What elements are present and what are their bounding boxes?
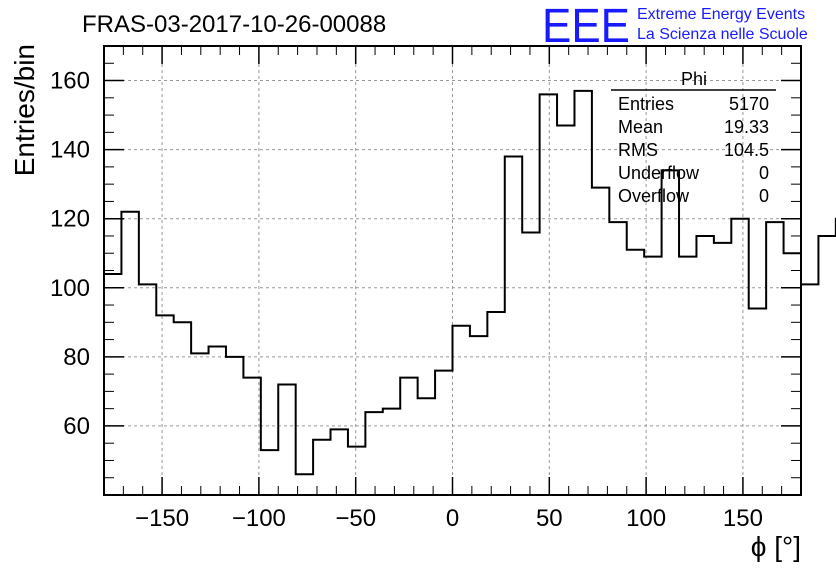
logo-line1: Extreme Energy Events bbox=[637, 6, 805, 23]
stats-box: Phi Entries 5170 Mean 19.33 RMS 104.5 Underflo… bbox=[611, 69, 776, 206]
y-axis-title: Entries/bin bbox=[9, 44, 40, 176]
logo-line2: La Scienza nelle Scuole bbox=[637, 26, 808, 43]
stats-value: 104.5 bbox=[724, 140, 769, 160]
y-tick-label: 80 bbox=[63, 344, 90, 371]
y-tick-label: 160 bbox=[50, 68, 90, 95]
x-tick-label: 50 bbox=[536, 505, 563, 532]
x-tick-label: −150 bbox=[135, 505, 189, 532]
chart-title: FRAS-03-2017-10-26-00088 bbox=[82, 11, 386, 38]
y-tick-label: 140 bbox=[50, 137, 90, 164]
x-tick-label: 0 bbox=[446, 505, 459, 532]
stats-label: Mean bbox=[618, 117, 663, 137]
stats-value: 0 bbox=[759, 186, 769, 206]
y-tick-label: 100 bbox=[50, 275, 90, 302]
x-axis-title: ϕ [°] bbox=[751, 531, 801, 562]
eee-logo: EEE Extreme Energy Events La Scienza nel… bbox=[542, 0, 808, 53]
stats-value: 19.33 bbox=[724, 117, 769, 137]
stats-box-title: Phi bbox=[681, 69, 707, 89]
x-tick-label: −100 bbox=[232, 505, 286, 532]
stats-label: Overflow bbox=[618, 186, 690, 206]
x-tick-label: 150 bbox=[723, 505, 763, 532]
axis-ticks bbox=[104, 45, 801, 495]
stats-value: 0 bbox=[759, 163, 769, 183]
x-tick-label: −50 bbox=[335, 505, 376, 532]
histogram-step-line bbox=[104, 89, 836, 476]
logo-mark: EEE bbox=[542, 0, 630, 53]
stats-label: RMS bbox=[618, 140, 658, 160]
x-tick-labels: −150 −100 −50 0 50 100 150 bbox=[135, 505, 763, 532]
y-tick-labels: 60 80 100 120 140 160 bbox=[50, 68, 90, 440]
y-tick-label: 120 bbox=[50, 206, 90, 233]
x-tick-label: 100 bbox=[626, 505, 666, 532]
stats-value: 5170 bbox=[729, 94, 769, 114]
grid-lines bbox=[104, 46, 801, 495]
stats-label: Underflow bbox=[618, 163, 700, 183]
stats-label: Entries bbox=[618, 94, 674, 114]
y-tick-label: 60 bbox=[63, 413, 90, 440]
